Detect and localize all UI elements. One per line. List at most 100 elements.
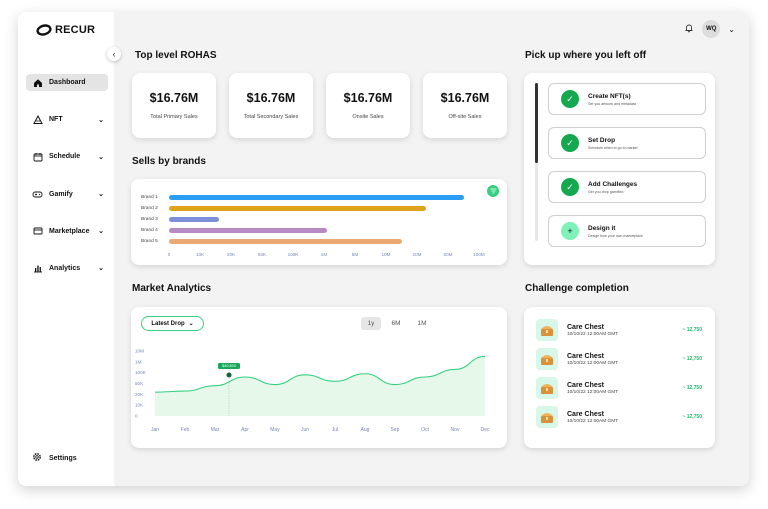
task-title: Design it — [588, 224, 616, 232]
task-set-drop[interactable]: ✓ Set Drop Schedule when to go to market — [548, 127, 706, 159]
settings-label: Settings — [49, 454, 77, 462]
sidebar-item-settings[interactable]: Settings — [32, 452, 77, 464]
task-design-it[interactable]: + Design it Design how your own marketpla… — [548, 215, 706, 247]
tooltip-value: $40,500 — [222, 364, 236, 368]
sidebar-item-label: Schedule — [49, 153, 81, 161]
sidebar-item-nft[interactable]: NFT ⌄ — [26, 111, 108, 128]
x-tick-label: Jun — [301, 427, 309, 433]
chevron-down-icon: ⌄ — [98, 228, 104, 236]
chevron-down-icon: ⌄ — [98, 153, 104, 161]
task-subtitle: Design how your own marketplace — [588, 233, 643, 238]
brand-label: Brand 2 — [141, 205, 158, 211]
sidebar-item-analytics[interactable]: Analytics ⌄ — [26, 260, 108, 277]
challenge-row[interactable]: Care Chest 10/10/22 12:00AM GMT ~ 12,750 — [536, 404, 702, 430]
x-tick-label: 50K — [257, 252, 267, 257]
collapse-sidebar-button[interactable]: ‹ — [107, 47, 121, 61]
sidebar-item-dashboard[interactable]: Dashboard — [26, 74, 108, 91]
brand-label: Brand 3 — [141, 216, 158, 222]
chest-icon — [536, 406, 558, 428]
x-tick-label: Mar — [211, 427, 220, 433]
chevron-left-icon: ‹ — [112, 49, 116, 59]
topbar: WQ ⌄ — [684, 20, 735, 38]
challenge-row[interactable]: Care Chest 10/10/22 12:00AM GMT ~ 12,750 — [536, 317, 702, 343]
task-title: Add Challenges — [588, 180, 638, 188]
logo[interactable]: RECUR — [36, 24, 95, 36]
series-line — [154, 355, 486, 393]
filter-button[interactable] — [487, 185, 499, 197]
chevron-down-icon[interactable]: ⌄ — [728, 24, 735, 34]
y-tick-label: 10M — [135, 349, 144, 354]
x-tick-label: Feb — [181, 427, 190, 433]
chevron-down-icon: ⌄ — [98, 265, 104, 273]
progress-track — [535, 83, 538, 241]
y-tick-label: 50K — [135, 381, 144, 386]
task-title: Set Drop — [588, 136, 616, 144]
x-tick-label: 20M — [412, 252, 422, 257]
sidebar-item-label: Analytics — [49, 264, 81, 272]
chevron-down-icon: ⌄ — [98, 116, 104, 124]
y-tick-label: 1M — [135, 359, 142, 364]
brand-bar[interactable] — [169, 238, 402, 244]
challenge-value: ~ 12,750 — [682, 356, 702, 362]
task-add-challenges[interactable]: ✓ Add Challenges Get you drop gamified — [548, 171, 706, 203]
x-tick-label: 20K — [226, 252, 236, 257]
sidebar-item-gamify[interactable]: Gamify ⌄ — [26, 186, 108, 203]
x-tick-label: Apr — [241, 427, 249, 433]
challenge-row[interactable]: Care Chest 10/10/22 12:00AM GMT ~ 12,750 — [536, 346, 702, 372]
x-tick-label: 5M — [351, 252, 359, 257]
task-create-nft[interactable]: ✓ Create NFT(s) Set you artwork and metad… — [548, 83, 706, 115]
brand-bar[interactable] — [169, 194, 464, 200]
task-subtitle: Get you drop gamified — [588, 189, 624, 194]
x-tick-label: Oct — [421, 427, 429, 433]
brand-bar[interactable] — [169, 216, 219, 222]
challenge-card: Care Chest 10/10/22 12:00AM GMT ~ 12,750 Ca… — [524, 307, 715, 448]
pickup-card: ✓ Create NFT(s) Set you artwork and metad… — [524, 73, 715, 265]
task-subtitle: Schedule when to go to market — [588, 145, 638, 150]
sidebar-item-marketplace[interactable]: Marketplace ⌄ — [26, 223, 108, 240]
nft-icon — [32, 114, 43, 125]
x-tick-label: 100M — [473, 252, 485, 257]
sidebar: RECUR Dashboard NFT ⌄ Schedule ⌄ Gamify … — [18, 12, 114, 486]
challenge-name: Care Chest — [567, 352, 604, 360]
market-area-chart: 10M 1M 100K 50K 20K 10K 0 $40,500 Jan Feb Mar Apr Ma… — [135, 349, 490, 434]
check-icon: ✓ — [561, 90, 579, 108]
series-area — [155, 356, 485, 416]
home-icon — [32, 77, 43, 88]
brand-bar[interactable] — [169, 205, 427, 211]
x-tick-label: 10K — [195, 252, 205, 257]
sidebar-item-schedule[interactable]: Schedule ⌄ — [26, 148, 108, 165]
range-1m[interactable]: 1M — [417, 320, 427, 327]
chevron-down-icon: ⌄ — [98, 191, 104, 199]
hover-point — [225, 371, 233, 379]
logo-text: RECUR — [55, 24, 96, 36]
progress-fill — [535, 83, 538, 163]
challenge-date: 10/10/22 12:00AM GMT — [567, 389, 619, 395]
chest-icon — [536, 319, 558, 341]
chevron-down-icon: ⌄ — [188, 321, 194, 327]
x-tick-label: Aug — [361, 427, 370, 433]
range-6m[interactable]: 6M — [391, 320, 401, 327]
challenge-date: 10/10/22 12:00AM GMT — [567, 331, 619, 337]
drop-select[interactable]: Latest Drop ⌄ — [141, 316, 204, 331]
range-1y[interactable]: 1y — [361, 317, 381, 330]
brand-row: Brand 1 — [141, 193, 464, 201]
sidebar-item-label: NFT — [49, 116, 63, 124]
bell-icon[interactable] — [684, 20, 694, 38]
challenge-name: Care Chest — [567, 410, 604, 418]
brand-label: Brand 1 — [141, 194, 158, 200]
x-tick-label: 50M — [443, 252, 453, 257]
gamepad-icon — [32, 189, 43, 200]
y-tick-label: 10K — [135, 403, 144, 408]
avatar[interactable]: WQ — [702, 20, 721, 38]
market-chart-card: Latest Drop ⌄ 1y 6M 1M 10M 1M 100K 50K 20K 10… — [131, 307, 507, 448]
tooltip-box — [218, 363, 240, 369]
brand-bar[interactable] — [169, 227, 328, 233]
drop-select-value: Latest Drop — [151, 320, 185, 327]
logo-icon — [36, 24, 52, 36]
y-tick-label: 20K — [135, 392, 144, 397]
challenge-row[interactable]: Care Chest 10/10/22 12:00AM GMT ~ 12,750 — [536, 375, 702, 401]
stat-label: Total Secondary Sales — [243, 114, 299, 120]
section-title-market: Market Analytics — [132, 283, 212, 294]
analytics-icon — [32, 263, 43, 274]
sidebar-item-label: Gamify — [49, 190, 73, 198]
